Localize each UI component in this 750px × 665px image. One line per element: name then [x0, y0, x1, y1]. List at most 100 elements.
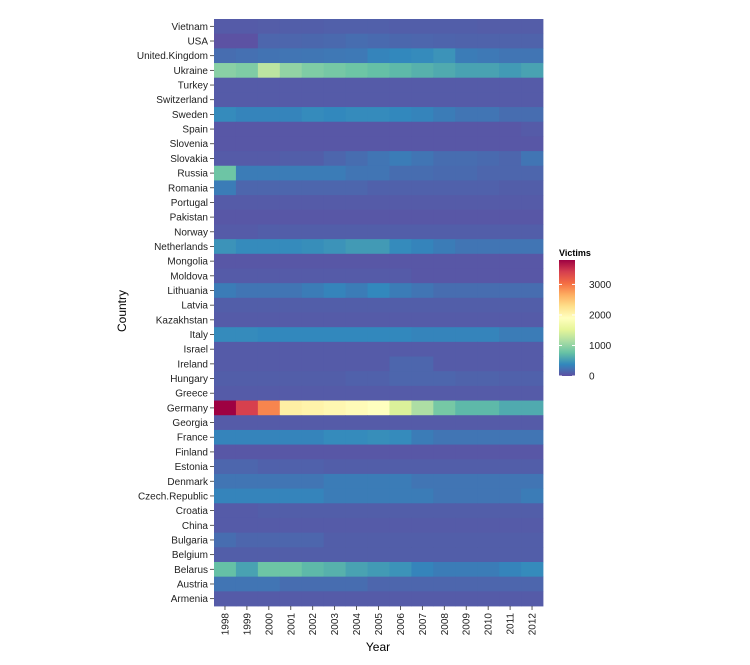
heatmap-cell [455, 356, 478, 372]
heatmap-cell [389, 195, 412, 211]
heatmap-cell [323, 517, 346, 534]
heatmap-cell [279, 561, 303, 578]
heatmap-cell [257, 547, 281, 563]
heatmap-cell [279, 92, 303, 108]
heatmap-cell [455, 268, 478, 284]
legend-tick-label: 0 [589, 372, 595, 383]
heatmap-cell [301, 532, 325, 548]
heatmap-cell [345, 77, 368, 93]
heatmap-cell [389, 561, 412, 578]
heatmap-cell [521, 77, 544, 93]
heatmap-cell [433, 33, 456, 49]
heatmap-cell [235, 415, 259, 431]
y-tick-label: Italy [190, 330, 208, 341]
heatmap-cell [521, 180, 544, 196]
heatmap-cell [367, 312, 390, 328]
heatmap-cell [345, 341, 368, 357]
y-tick-label: Denmark [167, 477, 209, 488]
heatmap-cell [345, 180, 368, 196]
heatmap-cell [389, 312, 412, 328]
heatmap-cell [323, 371, 346, 387]
heatmap-cell [477, 371, 500, 387]
heatmap-cell [367, 400, 390, 416]
heatmap-cell [433, 165, 456, 181]
heatmap-cell [235, 459, 259, 475]
heatmap-cell [433, 341, 456, 357]
heatmap-cell [345, 92, 368, 108]
heatmap-cell [367, 385, 390, 401]
heatmap-cell [323, 19, 346, 35]
heatmap-cell [477, 444, 500, 460]
heatmap-cell [235, 253, 259, 269]
heatmap-cell [477, 341, 500, 357]
heatmap-cell [301, 77, 325, 93]
x-tick-label: 2009 [462, 613, 473, 636]
heatmap-cell [301, 415, 325, 431]
heatmap-cell [279, 415, 303, 431]
heatmap-cell [345, 312, 368, 328]
heatmap-cell [301, 385, 325, 401]
heatmap-cell [279, 473, 303, 490]
heatmap-cell [521, 576, 544, 592]
heatmap-cell [279, 136, 303, 152]
heatmap-cell [367, 517, 390, 534]
heatmap-cell [235, 107, 259, 123]
heatmap-cell [257, 136, 281, 152]
heatmap-cell [345, 268, 368, 284]
x-tick-label: 2002 [308, 613, 319, 636]
heatmap-cell [499, 92, 522, 108]
heatmap-cell [214, 591, 237, 607]
heatmap-cell [257, 444, 281, 460]
heatmap-cell [235, 48, 259, 64]
heatmap-cell [411, 239, 434, 255]
heatmap-cell [214, 33, 237, 49]
heatmap-cell [455, 400, 478, 416]
heatmap-cell [389, 268, 412, 284]
heatmap-cell [521, 239, 544, 255]
heatmap-cell [235, 180, 259, 196]
heatmap-cell [345, 33, 368, 49]
heatmap-cell [257, 341, 281, 357]
heatmap-cell [323, 415, 346, 431]
heatmap-cell [455, 121, 478, 137]
heatmap-cell [235, 92, 259, 108]
heatmap-cell [455, 444, 478, 460]
heatmap-cell [455, 312, 478, 328]
heatmap-cell [301, 268, 325, 284]
heatmap-cell [323, 341, 346, 357]
heatmap-cell [499, 180, 522, 196]
heatmap-cell [389, 488, 412, 504]
heatmap-cell [389, 19, 412, 35]
heatmap-cell [323, 429, 346, 445]
heatmap-cell [411, 92, 434, 108]
heatmap-cell [477, 136, 500, 152]
heatmap-cell [521, 459, 544, 475]
heatmap-cell [301, 136, 325, 152]
legend-ticks: 0 1000 2000 3000 [559, 280, 612, 383]
heatmap-cell [301, 195, 325, 211]
heatmap-cell [455, 165, 478, 181]
heatmap-cell [279, 371, 303, 387]
heatmap-cell [499, 19, 522, 35]
heatmap-cell [455, 385, 478, 401]
heatmap-cell [301, 209, 325, 225]
heatmap-cell [323, 576, 346, 592]
heatmap-cell [499, 532, 522, 548]
heatmap-cell [279, 180, 303, 196]
heatmap-cell [279, 165, 303, 181]
heatmap-cell [345, 561, 368, 578]
heatmap-cell [367, 561, 390, 578]
heatmap-cell [389, 224, 412, 240]
heatmap-cell [235, 488, 259, 504]
heatmap-cell [477, 239, 500, 255]
legend-tick-label: 1000 [589, 341, 612, 352]
heatmap-cell [279, 268, 303, 284]
heatmap-cell [411, 19, 434, 35]
y-tick-label: Mongolia [167, 257, 208, 268]
heatmap-cell [235, 503, 259, 519]
heatmap-cell [477, 33, 500, 49]
heatmap-cell [279, 459, 303, 475]
heatmap-cell [499, 151, 522, 167]
heatmap-cell [411, 561, 434, 578]
heatmap-cell [257, 371, 281, 387]
